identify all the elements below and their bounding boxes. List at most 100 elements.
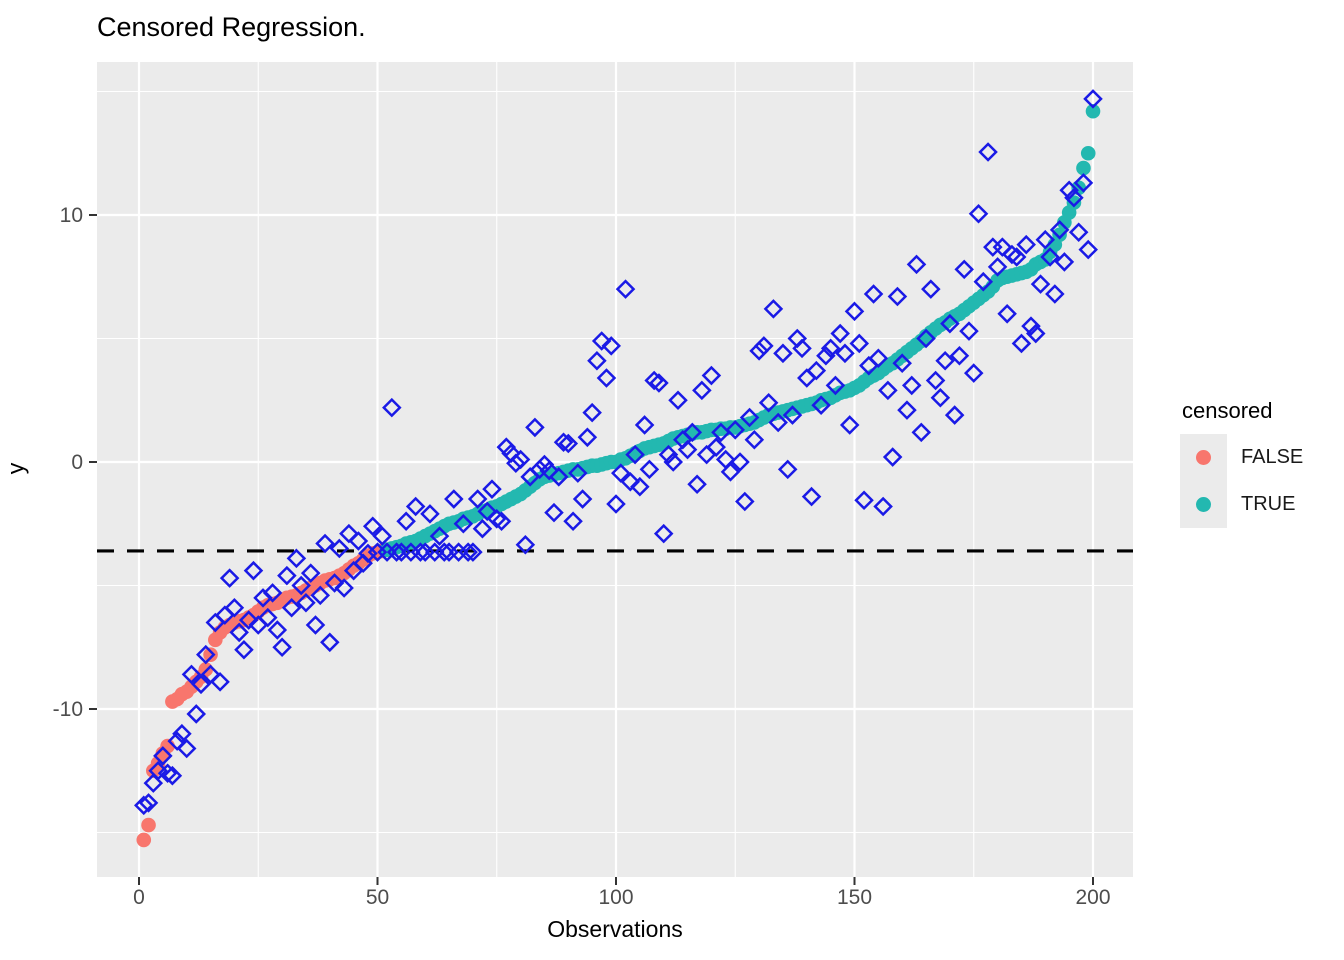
observed-diamond <box>839 415 860 435</box>
observed-diamond <box>196 644 216 665</box>
observed-diamond <box>639 459 660 480</box>
legend-label-true: TRUE <box>1241 493 1296 515</box>
fitted-point-true <box>1080 145 1096 161</box>
observed-diamond <box>820 338 841 359</box>
observed-diamond <box>334 578 354 598</box>
observed-diamond <box>329 538 350 559</box>
x-tick-label: 100 <box>598 886 633 909</box>
observed-diamond <box>754 336 774 356</box>
observed-diamond <box>911 422 932 443</box>
observed-diamond <box>587 350 607 371</box>
observed-diamond <box>262 583 283 603</box>
observed-diamond <box>1049 220 1070 240</box>
observed-diamond <box>544 502 564 523</box>
observed-diamond <box>668 390 688 411</box>
observed-diamond <box>539 460 559 481</box>
observed-diamond <box>176 738 197 759</box>
observed-diamond <box>825 375 846 396</box>
legend-item-true: TRUE <box>1180 481 1340 528</box>
observed-diamond <box>682 422 703 443</box>
observed-diamond <box>382 397 402 418</box>
observed-diamond <box>873 496 893 517</box>
observed-diamond <box>1002 244 1022 265</box>
observed-diamond <box>596 368 617 388</box>
observed-diamond <box>1025 323 1046 344</box>
observed-diamond <box>959 321 979 341</box>
observed-diamond <box>186 704 207 724</box>
observed-diamond <box>143 773 164 793</box>
observed-diamond <box>739 407 760 428</box>
observed-diamond <box>720 462 741 482</box>
observed-diamond <box>944 405 965 425</box>
observed-diamond <box>677 439 698 460</box>
legend-key-true <box>1180 481 1227 528</box>
observed-diamond <box>396 511 416 532</box>
x-tick-label: 150 <box>837 886 872 909</box>
fitted-point-false <box>203 647 218 662</box>
observed-diamond <box>634 415 655 435</box>
observed-diamond <box>277 565 297 586</box>
observed-diamond <box>644 370 664 391</box>
observed-diamond <box>405 496 426 517</box>
observed-diamond <box>897 400 917 420</box>
observed-diamond <box>358 543 378 564</box>
observed-diamond <box>525 417 545 438</box>
legend-label-false: FALSE <box>1241 446 1304 468</box>
observed-diamond <box>472 518 493 539</box>
observed-diamond <box>300 563 321 583</box>
observed-diamond <box>963 363 984 383</box>
observed-diamond <box>921 279 941 299</box>
fitted-point-false <box>141 817 156 833</box>
observed-diamond <box>997 304 1017 324</box>
observed-diamond <box>577 427 598 448</box>
observed-diamond <box>649 373 669 393</box>
observed-diamond <box>1078 239 1098 260</box>
observed-diamond <box>611 463 631 483</box>
y-tick-label: 10 <box>60 204 83 227</box>
observed-diamond <box>844 301 865 322</box>
observed-diamond <box>162 765 183 786</box>
observed-diamond <box>563 511 583 532</box>
observed-diamond <box>234 639 254 660</box>
observed-diamond <box>882 447 903 467</box>
observed-diamond <box>362 516 383 536</box>
observed-diamond <box>219 568 240 588</box>
observed-diamond <box>258 607 278 628</box>
observed-diamond <box>1035 229 1056 250</box>
observed-diamond <box>1040 247 1060 267</box>
legend-title: censored <box>1182 398 1273 423</box>
observed-diamond <box>434 542 455 562</box>
observed-diamond <box>749 341 769 361</box>
observed-diamond <box>763 299 784 319</box>
observed-diamond <box>1073 173 1094 193</box>
legend-item-false: FALSE <box>1180 434 1340 481</box>
observed-diamond <box>515 534 536 555</box>
observed-diamond <box>630 476 650 497</box>
observed-diamond <box>1083 89 1103 109</box>
fitted-point-false <box>136 832 152 848</box>
observed-diamond <box>558 433 579 454</box>
observed-diamond <box>940 313 960 334</box>
true-point-icon <box>1196 497 1211 512</box>
observed-diamond <box>310 585 331 606</box>
observed-diamond <box>792 338 812 359</box>
observed-diamond <box>730 452 750 472</box>
observed-diamond <box>238 610 259 630</box>
observed-diamond <box>782 405 803 425</box>
observed-diamond <box>281 597 302 618</box>
observed-diamond <box>768 412 788 433</box>
observed-diamond <box>348 531 369 551</box>
fitted-point-true <box>1052 227 1067 243</box>
observed-diamond <box>1021 316 1041 336</box>
observed-diamond <box>854 490 874 511</box>
fitted-point-true <box>1066 195 1082 210</box>
observed-diamond <box>568 463 588 483</box>
observed-diamond <box>1016 234 1036 255</box>
observed-diamond <box>620 471 641 492</box>
observed-diamond <box>658 444 679 465</box>
observed-diamond <box>1006 247 1027 267</box>
observed-diamond <box>153 746 173 766</box>
